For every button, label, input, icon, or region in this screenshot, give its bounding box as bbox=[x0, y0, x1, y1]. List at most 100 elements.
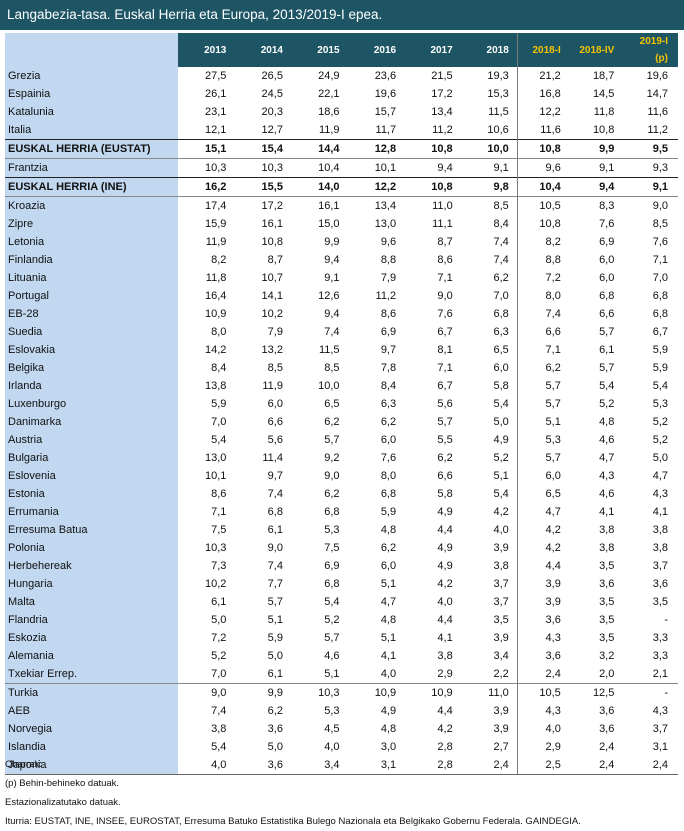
note-source: Iturria: EUSTAT, INE, INSEE, EUROSTAT, E… bbox=[5, 816, 581, 827]
row-label: Norvegia bbox=[5, 720, 178, 738]
table-cell: 11,2 bbox=[432, 124, 453, 136]
table-cell: 4,9 bbox=[380, 705, 397, 717]
table-cell: 10,3 bbox=[234, 158, 291, 178]
table-cell: 4,6 bbox=[324, 650, 340, 662]
table-cell: 10,3 bbox=[290, 683, 348, 702]
table-row: Hungaria 10,2 7,7 6,8 5,1 4,2 3,7 3,9 3,6 3,6 bbox=[5, 575, 678, 593]
table-cell: 3,6 bbox=[599, 705, 615, 717]
table-cell: 7,6 bbox=[380, 452, 397, 464]
table-cell: 5,7 bbox=[599, 326, 615, 338]
table-cell: 12,2 bbox=[516, 103, 571, 121]
table-cell: 6,6 bbox=[516, 323, 571, 341]
table-cell: 6,7 bbox=[437, 380, 453, 392]
table-cell: 7,9 bbox=[380, 272, 397, 284]
table-cell: 21,5 bbox=[431, 70, 453, 82]
table-cell: 5,2 bbox=[599, 398, 615, 410]
table-cell: 10,8 bbox=[516, 215, 571, 233]
table-cell: 4,4 bbox=[516, 557, 571, 575]
table-cell: 4,3 bbox=[652, 705, 668, 717]
table-row: Belgika 8,4 8,5 8,5 7,8 7,1 6,0 6,2 5,7 5,9 bbox=[5, 359, 678, 377]
table-cell: 10,0 bbox=[318, 380, 340, 392]
table-cell: 3,0 bbox=[380, 741, 397, 753]
table-row: EUSKAL HERRIA (EUSTAT) 15,1 15,4 14,4 12,8 10… bbox=[5, 139, 678, 159]
table-cell: 7,4 bbox=[493, 254, 509, 266]
table-cell: 9,3 bbox=[624, 158, 678, 178]
table-cell: 6,2 bbox=[267, 705, 283, 717]
table-cell: 10,8 bbox=[261, 236, 283, 248]
table-row: Letonia 11,9 10,8 9,9 9,6 8,7 7,4 8,2 6,9 7,6 bbox=[5, 233, 678, 251]
table-cell: 7,8 bbox=[380, 362, 397, 374]
table-cell: 10,3 bbox=[204, 542, 227, 554]
table-cell: 4,1 bbox=[652, 506, 668, 518]
table-cell: 2,0 bbox=[599, 668, 615, 680]
table-cell: 12,8 bbox=[347, 139, 405, 159]
table-cell: 10,7 bbox=[261, 272, 283, 284]
table-cell: 6,9 bbox=[380, 326, 397, 338]
table-cell: 15,5 bbox=[234, 177, 291, 197]
table-cell: 5,9 bbox=[211, 398, 227, 410]
table-cell: 5,4 bbox=[493, 488, 509, 500]
table-cell: 14,7 bbox=[646, 88, 668, 100]
table-cell: 9,1 bbox=[570, 158, 625, 178]
table-cell: 7,6 bbox=[599, 218, 615, 230]
table-cell: 6,2 bbox=[380, 542, 397, 554]
table-cell: 3,5 bbox=[599, 614, 615, 626]
table-row: Kroazia 17,4 17,2 16,1 13,4 11,0 8,5 10,5 8,3 9,0 bbox=[5, 196, 678, 215]
table-row: Austria 5,4 5,6 5,7 6,0 5,5 4,9 5,3 4,6 5,2 bbox=[5, 431, 678, 449]
table-cell: 6,0 bbox=[267, 398, 283, 410]
table-row: EUSKAL HERRIA (INE) 16,2 15,5 14,0 12,2 10,8 9… bbox=[5, 177, 678, 197]
table-cell: 7,4 bbox=[211, 705, 227, 717]
table-row: Espainia 26,1 24,5 22,1 19,6 17,2 15,3 16,8 14,5… bbox=[5, 85, 678, 103]
table-cell: 5,2 bbox=[493, 452, 509, 464]
table-cell: 16,2 bbox=[177, 177, 235, 197]
table-cell: 9,0 bbox=[177, 683, 235, 702]
table-cell: 5,7 bbox=[516, 395, 571, 413]
table-cell: 7,7 bbox=[267, 578, 283, 590]
table-cell: 5,4 bbox=[599, 380, 615, 392]
table-cell: 4,8 bbox=[599, 416, 615, 428]
table-cell: 6,6 bbox=[267, 416, 283, 428]
table-row: Danimarka 7,0 6,6 6,2 6,2 5,7 5,0 5,1 4,8 5,2 bbox=[5, 413, 678, 431]
table-cell: 8,5 bbox=[324, 362, 340, 374]
table-cell: 3,9 bbox=[493, 723, 509, 735]
table-cell: 19,6 bbox=[374, 88, 397, 100]
notes-heading: Oharrak: bbox=[5, 759, 42, 770]
table-cell: 5,0 bbox=[211, 614, 227, 626]
column-header: 2018-IV bbox=[570, 33, 625, 67]
table-cell: 8,4 bbox=[211, 362, 227, 374]
row-label: Grezia bbox=[5, 67, 178, 85]
table-cell: 13,2 bbox=[261, 344, 283, 356]
row-label: Erresuma Batua bbox=[5, 521, 178, 539]
table-cell: 5,8 bbox=[437, 488, 453, 500]
table-row: Katalunia 23,1 20,3 18,6 15,7 13,4 11,5 12,2 11,… bbox=[5, 103, 678, 121]
table-cell: 5,5 bbox=[437, 434, 453, 446]
table-cell: 6,8 bbox=[652, 308, 668, 320]
table-cell: 4,0 bbox=[380, 668, 397, 680]
table-cell: 6,6 bbox=[437, 470, 453, 482]
table-cell: 11,9 bbox=[318, 124, 340, 136]
table-row: Errumania 7,1 6,8 6,8 5,9 4,9 4,2 4,7 4,1 4,1 bbox=[5, 503, 678, 521]
table-cell: 2,8 bbox=[404, 756, 461, 775]
table-cell: 21,2 bbox=[516, 67, 571, 85]
table-cell: 9,8 bbox=[460, 177, 518, 197]
table-cell: 5,7 bbox=[599, 362, 615, 374]
column-header: 2019-I (p) bbox=[624, 33, 678, 67]
table-cell: 11,9 bbox=[205, 236, 227, 248]
table-cell: 6,7 bbox=[437, 326, 453, 338]
table-cell: 6,9 bbox=[324, 560, 340, 572]
table-cell: 3,7 bbox=[652, 560, 668, 572]
table-cell: 3,6 bbox=[267, 723, 283, 735]
table-cell: 7,1 bbox=[437, 272, 453, 284]
table-cell: 10,3 bbox=[177, 158, 235, 178]
table-cell: 11,1 bbox=[432, 218, 453, 230]
table-cell: 10,2 bbox=[204, 578, 227, 590]
table-cell: 3,9 bbox=[493, 705, 509, 717]
table-cell: 7,4 bbox=[324, 326, 340, 338]
table-cell: 4,9 bbox=[493, 434, 509, 446]
table-cell: 13,4 bbox=[431, 106, 453, 118]
table-cell: 4,3 bbox=[652, 488, 668, 500]
column-header: 2014 bbox=[234, 33, 291, 67]
table-cell: 8,1 bbox=[437, 344, 453, 356]
table-cell: 6,2 bbox=[493, 272, 509, 284]
table-cell: 4,5 bbox=[324, 723, 340, 735]
